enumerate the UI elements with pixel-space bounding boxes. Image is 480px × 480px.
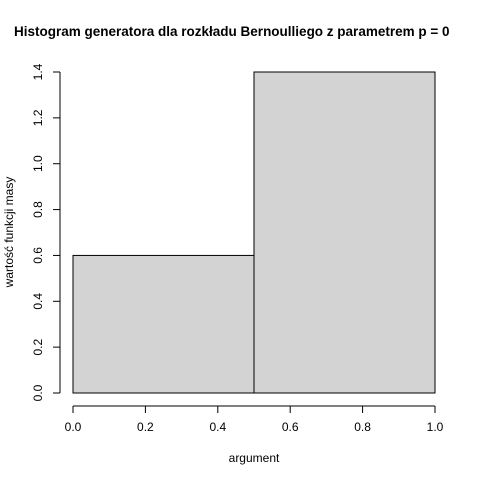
y-axis-label: wartość funkcji masy	[2, 177, 16, 289]
y-tick-label: 1.0	[31, 155, 45, 172]
histogram-bar-2	[253, 71, 436, 394]
x-tick-label: 0.2	[137, 420, 154, 434]
x-axis: 0.0 0.2 0.4 0.6 0.8 1.0	[65, 405, 444, 434]
bars-group	[72, 71, 436, 394]
chart-title: Histogram generatora dla rozkładu Bernou…	[14, 24, 450, 39]
x-tick-label: 1.0	[427, 420, 444, 434]
y-tick-label: 0.8	[31, 201, 45, 218]
x-tick-label: 0.8	[354, 420, 371, 434]
y-tick-label: 1.4	[31, 63, 45, 80]
y-tick-label: 1.2	[31, 109, 45, 126]
x-axis-label: argument	[229, 451, 280, 465]
y-tick-label: 0.4	[31, 293, 45, 310]
y-tick-label: 0.0	[31, 384, 45, 401]
x-tick-label: 0.0	[65, 420, 82, 434]
x-tick-label: 0.4	[209, 420, 226, 434]
histogram-bar-1	[72, 254, 255, 394]
y-tick-label: 0.6	[31, 247, 45, 264]
y-axis: 0.0 0.2 0.4 0.6 0.8 1.0 1.2 1.4	[31, 63, 61, 401]
x-tick-label: 0.6	[282, 420, 299, 434]
y-tick-label: 0.2	[31, 338, 45, 355]
